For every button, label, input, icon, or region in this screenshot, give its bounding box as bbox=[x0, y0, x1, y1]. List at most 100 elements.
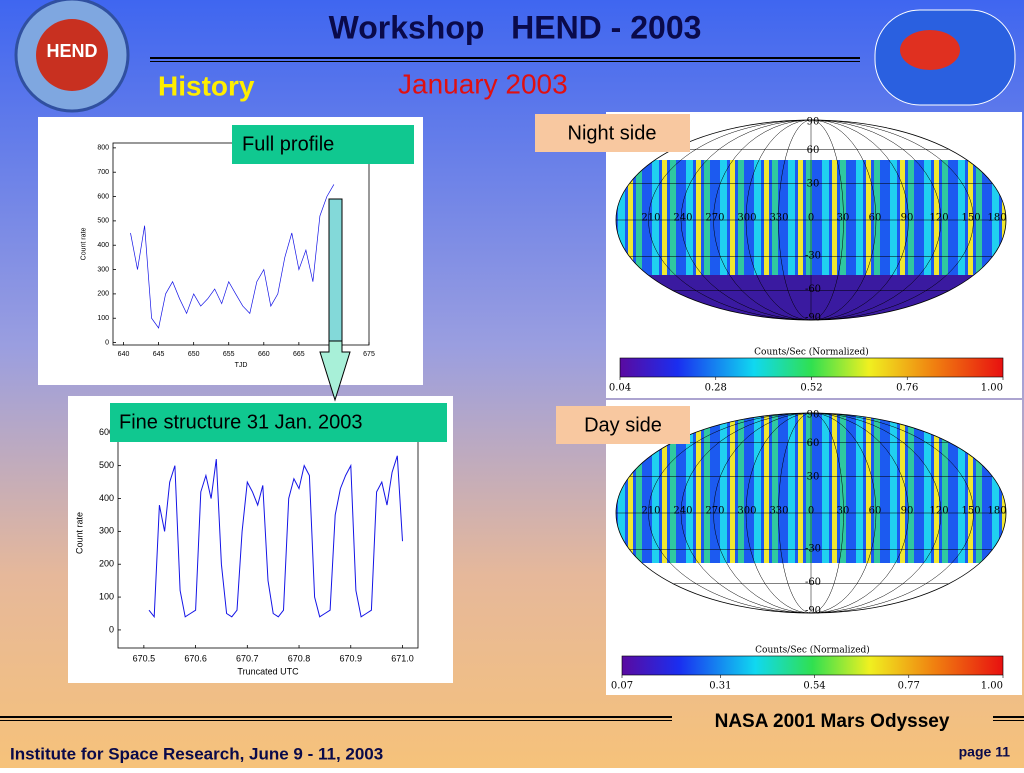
lat-label: 60 bbox=[807, 438, 820, 449]
chart-panel bbox=[68, 396, 453, 683]
lon-label: 330 bbox=[769, 213, 788, 224]
y-tick-label: 100 bbox=[97, 315, 109, 322]
colorbar bbox=[619, 357, 1004, 378]
lat-label: 90 bbox=[807, 410, 820, 421]
lat-label: 90 bbox=[807, 117, 820, 128]
colorbar-tick-label: 0.28 bbox=[705, 383, 727, 394]
y-tick-label: 600 bbox=[97, 193, 109, 200]
y-tick-label: 600 bbox=[99, 427, 114, 437]
y-tick-label: 700 bbox=[97, 169, 109, 176]
y-tick-label: 800 bbox=[97, 145, 109, 152]
lon-label: 300 bbox=[737, 213, 756, 224]
panel-label: Full profile bbox=[242, 133, 334, 155]
label-box bbox=[110, 403, 447, 442]
colorbar-tick-label: 0.07 bbox=[611, 681, 633, 692]
colorbar-title: Counts/Sec (Normalized) bbox=[755, 645, 870, 656]
colorbar-tick-label: 0.76 bbox=[896, 383, 918, 394]
footer-rule bbox=[993, 716, 1024, 718]
x-tick-label: 655 bbox=[223, 351, 235, 358]
logo-center bbox=[36, 19, 108, 91]
lon-label: 180 bbox=[988, 213, 1007, 224]
lon-label: 240 bbox=[673, 506, 692, 517]
x-tick-label: 675 bbox=[363, 351, 375, 358]
footer-rule bbox=[0, 720, 672, 721]
colorbar-tick-label: 1.00 bbox=[981, 383, 1003, 394]
data-line bbox=[148, 455, 403, 619]
lat-label: 60 bbox=[807, 145, 820, 156]
y-tick-label: 400 bbox=[97, 242, 109, 249]
lon-label: 210 bbox=[641, 506, 660, 517]
y-tick-label: 300 bbox=[97, 266, 109, 273]
lon-label: 240 bbox=[673, 213, 692, 224]
lat-label: -30 bbox=[805, 250, 821, 261]
x-tick-label: 645 bbox=[153, 351, 165, 358]
lon-label: 30 bbox=[837, 213, 850, 224]
colorbar-tick-label: 0.77 bbox=[898, 681, 920, 692]
lon-label: 90 bbox=[901, 213, 914, 224]
label-box bbox=[556, 406, 690, 444]
footer-rule bbox=[993, 720, 1024, 721]
footer-mission: NASA 2001 Mars Odyssey bbox=[715, 711, 950, 732]
lon-label: 90 bbox=[901, 506, 914, 517]
colorbar-tick-label: 0.31 bbox=[709, 681, 731, 692]
lon-label: 0 bbox=[808, 213, 814, 224]
x-tick-label: 670.9 bbox=[339, 653, 362, 663]
label-box bbox=[232, 125, 414, 164]
title-rule bbox=[150, 57, 860, 59]
y-tick-label: 200 bbox=[99, 559, 114, 569]
zoom-window bbox=[328, 198, 343, 342]
lon-label: 0 bbox=[808, 506, 814, 517]
colorbar-tick-label: 0.04 bbox=[609, 383, 631, 394]
lat-label: 30 bbox=[807, 179, 820, 190]
x-axis-label: TJD bbox=[235, 362, 248, 369]
date-title: January 2003 bbox=[398, 68, 568, 99]
y-tick-label: 200 bbox=[97, 291, 109, 298]
x-tick-label: 670.5 bbox=[133, 653, 156, 663]
colorbar-tick-label: 1.00 bbox=[981, 681, 1003, 692]
y-tick-label: 0 bbox=[105, 339, 109, 346]
lon-label: 270 bbox=[705, 506, 724, 517]
y-tick-label: 0 bbox=[109, 624, 114, 634]
lat-label: 30 bbox=[807, 472, 820, 483]
lon-label: 150 bbox=[962, 213, 981, 224]
y-axis-label: Count rate bbox=[75, 512, 85, 554]
map-label: Day side bbox=[584, 414, 662, 436]
colorbar-tick-label: 0.52 bbox=[800, 383, 822, 394]
x-axis-label: Truncated UTC bbox=[237, 666, 299, 676]
x-tick-label: 640 bbox=[118, 351, 130, 358]
lon-label: 330 bbox=[769, 506, 788, 517]
y-axis-label: Count rate bbox=[80, 228, 87, 261]
colorbar-title: Counts/Sec (Normalized) bbox=[754, 347, 869, 358]
lat-label: -60 bbox=[805, 577, 821, 588]
lon-label: 60 bbox=[869, 213, 882, 224]
x-tick-label: 670.6 bbox=[184, 653, 207, 663]
x-tick-label: 665 bbox=[293, 351, 305, 358]
y-tick-label: 400 bbox=[99, 493, 114, 503]
y-tick-label: 500 bbox=[99, 460, 114, 470]
y-tick-label: 100 bbox=[99, 591, 114, 601]
zoom-arrow bbox=[319, 340, 351, 402]
footer-page: page 11 bbox=[959, 744, 1011, 760]
lon-label: 180 bbox=[988, 506, 1007, 517]
x-tick-label: 650 bbox=[188, 351, 200, 358]
x-tick-label: 670.7 bbox=[236, 653, 259, 663]
label-box bbox=[535, 114, 690, 152]
map-label: Night side bbox=[568, 122, 657, 144]
x-tick-label: 670.8 bbox=[288, 653, 311, 663]
logo-text: HEND bbox=[46, 41, 97, 61]
lon-label: 120 bbox=[930, 506, 949, 517]
lon-label: 120 bbox=[930, 213, 949, 224]
x-tick-label: 660 bbox=[258, 351, 270, 358]
lat-label: -90 bbox=[805, 606, 821, 617]
footer-institute: Institute for Space Research, June 9 - 1… bbox=[10, 744, 383, 763]
lat-label: -60 bbox=[805, 284, 821, 295]
lon-label: 30 bbox=[837, 506, 850, 517]
title-rule bbox=[150, 61, 860, 62]
footer-rule bbox=[0, 716, 672, 718]
y-tick-label: 500 bbox=[97, 218, 109, 225]
lat-label: -30 bbox=[805, 543, 821, 554]
lon-label: 150 bbox=[962, 506, 981, 517]
slide-title: Workshop HEND - 2003 bbox=[329, 9, 702, 45]
